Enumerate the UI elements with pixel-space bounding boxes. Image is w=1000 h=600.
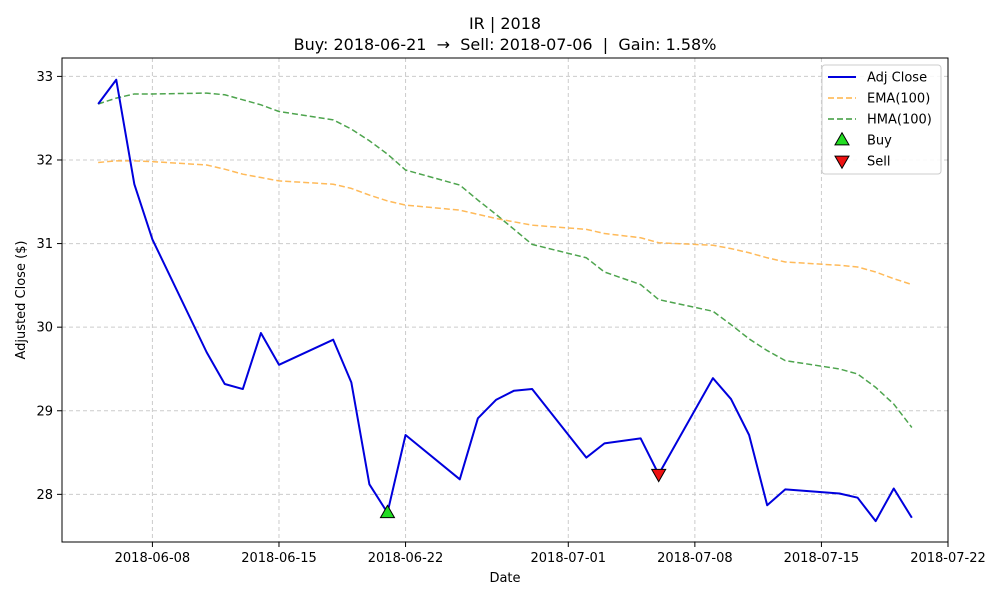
y-tick-label: 30 [36, 321, 53, 336]
x-axis: 2018-06-08 2018-06-15 2018-06-22 2018-07-01… [115, 542, 986, 566]
legend-label: Adj Close [867, 71, 927, 86]
x-tick-label: 2018-07-08 [657, 551, 733, 566]
legend-swatch [834, 155, 850, 170]
y-tick-label: 32 [36, 153, 53, 168]
legend-label: Sell [867, 155, 890, 170]
legend-label: Buy [867, 134, 892, 149]
x-tick-label: 2018-07-15 [784, 551, 860, 566]
y-tick-label: 33 [36, 70, 53, 85]
chart-title: IR | 2018 [469, 14, 541, 33]
legend: Adj Close EMA(100) HMA(100) Buy Sell [821, 64, 942, 175]
y-tick-label: 28 [36, 488, 53, 503]
marker-layer [379, 468, 667, 519]
chart-subtitle: Buy: 2018-06-21 → Sell: 2018-07-06 | Gai… [294, 35, 717, 54]
x-tick-label: 2018-06-15 [241, 551, 317, 566]
y-tick-label: 29 [36, 404, 53, 419]
sell-marker [650, 468, 667, 483]
x-tick-label: 2018-06-08 [115, 551, 191, 566]
buy-marker [379, 504, 396, 519]
legend-label: HMA(100) [867, 113, 932, 128]
y-axis: 28 29 30 31 32 33 [36, 70, 62, 503]
legend-swatch [834, 131, 850, 146]
legend-label: EMA(100) [867, 92, 930, 107]
x-tick-label: 2018-07-22 [910, 551, 986, 566]
series-line-adj-close [97, 78, 913, 523]
x-tick-label: 2018-06-22 [368, 551, 444, 566]
series-layer [97, 78, 913, 523]
plot-frame [61, 57, 949, 543]
y-axis-label: Adjusted Close ($) [14, 241, 29, 360]
y-tick-label: 31 [36, 237, 53, 252]
x-axis-label: Date [489, 571, 520, 586]
x-tick-label: 2018-07-01 [531, 551, 607, 566]
grid [62, 58, 949, 542]
legend-box [821, 64, 942, 175]
